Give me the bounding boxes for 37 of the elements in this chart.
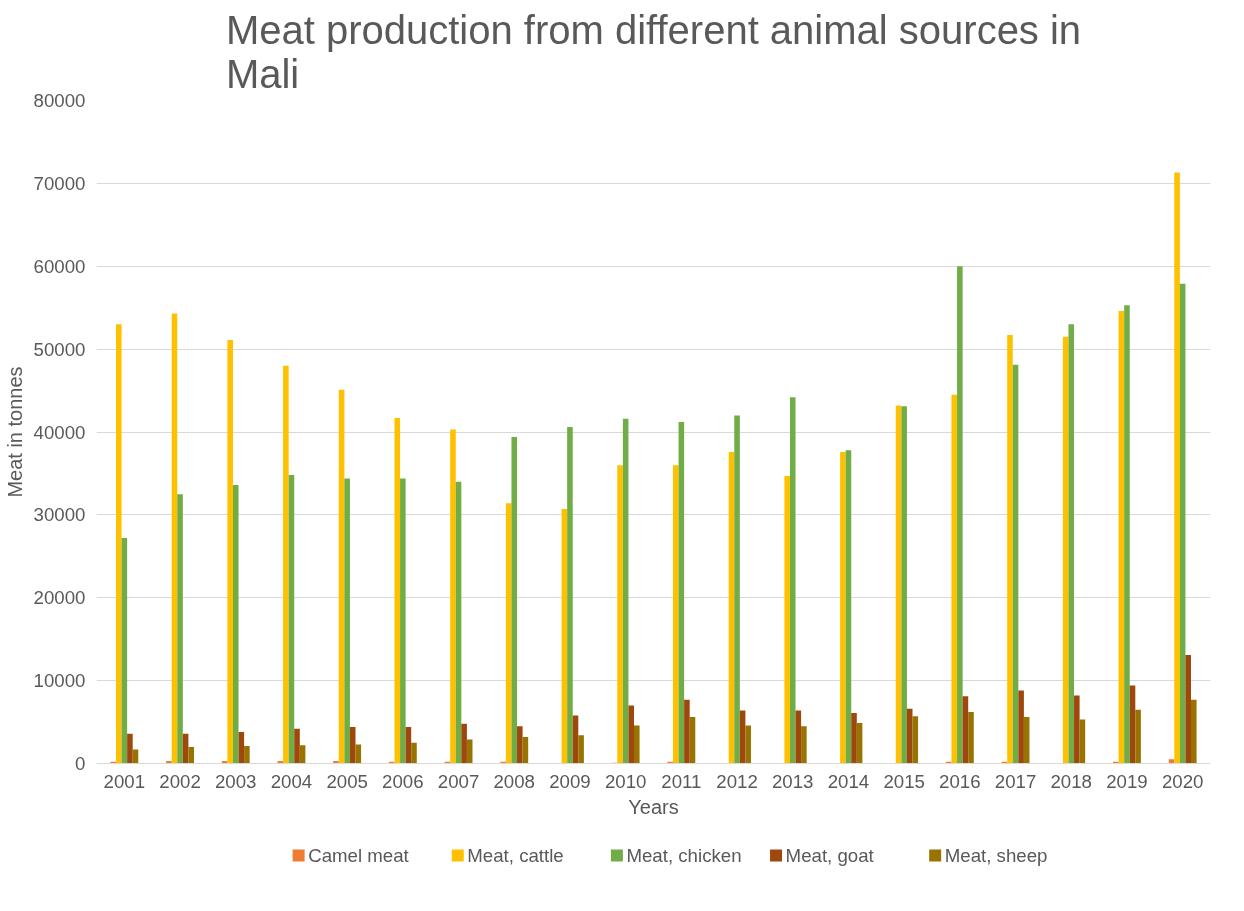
y-tick-label: 70000 xyxy=(33,172,86,194)
x-axis-title: Years xyxy=(628,795,679,818)
x-tick-label: 2010 xyxy=(604,770,647,792)
legend-label: Camel meat xyxy=(308,845,410,866)
x-tick-label: 2001 xyxy=(103,770,146,792)
y-axis-title: Meat in tonnes xyxy=(3,366,26,498)
x-tick-label: 2006 xyxy=(382,770,424,792)
legend-label: Meat, cattle xyxy=(467,845,564,866)
x-tick-label: 2019 xyxy=(1106,770,1148,792)
y-tick-label: 50000 xyxy=(33,338,86,360)
y-tick-label: 60000 xyxy=(33,255,86,277)
x-tick-label: 2013 xyxy=(772,770,814,792)
y-tick-label: 80000 xyxy=(33,90,86,111)
x-tick-label: 2020 xyxy=(1161,770,1204,792)
chart-title: Meat production from different animal sources in Mali xyxy=(225,7,1082,96)
legend-label: Meat, goat xyxy=(785,845,875,866)
x-tick-label: 2005 xyxy=(326,770,368,792)
x-tick-label: 2015 xyxy=(883,770,925,792)
legend-label: Meat, chicken xyxy=(626,845,742,866)
y-tick-label: 10000 xyxy=(33,670,86,692)
x-tick-label: 2012 xyxy=(716,770,758,792)
y-tick-label: 0 xyxy=(75,753,86,774)
x-tick-label: 2009 xyxy=(549,770,591,792)
x-tick-label: 2004 xyxy=(270,770,313,792)
x-tick-label: 2017 xyxy=(994,770,1037,792)
y-tick-label: 20000 xyxy=(33,587,86,609)
legend-label: Meat, sheep xyxy=(944,845,1048,866)
x-tick-label: 2007 xyxy=(437,770,480,792)
x-tick-label: 2008 xyxy=(493,770,536,792)
x-tick-label: 2018 xyxy=(1050,770,1093,792)
x-tick-label: 2003 xyxy=(215,770,257,792)
x-tick-label: 2014 xyxy=(827,770,870,792)
y-tick-label: 40000 xyxy=(33,421,86,443)
x-tick-label: 2011 xyxy=(661,770,702,792)
y-tick-label: 30000 xyxy=(33,504,86,526)
x-tick-label: 2002 xyxy=(159,770,201,792)
x-tick-label: 2016 xyxy=(939,770,981,792)
